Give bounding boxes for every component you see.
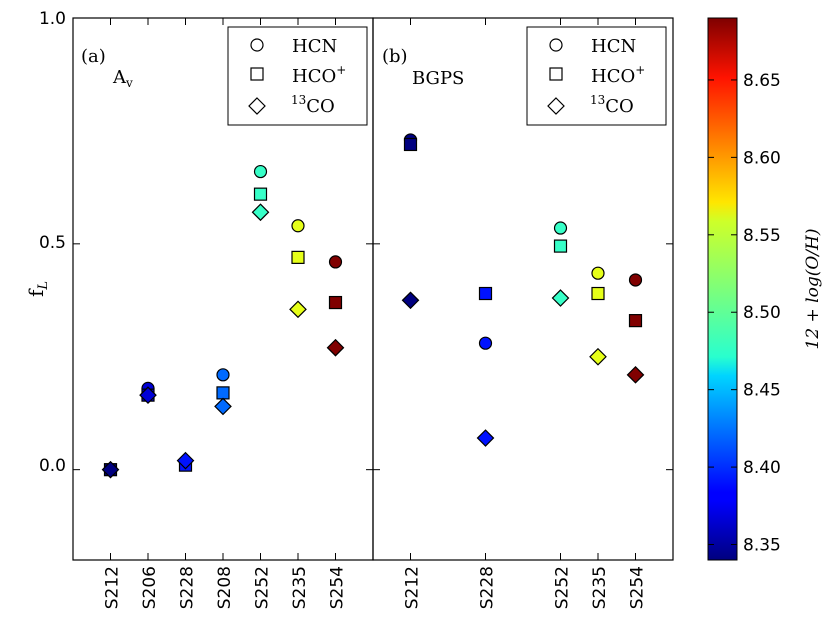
co13-marker [589,347,607,366]
hcn-marker [628,273,643,287]
panel-b-tracer: BGPS [412,68,464,89]
co13-marker [626,365,645,384]
co13-marker [251,203,270,222]
hco-marker [591,286,605,301]
hco-marker [253,187,268,201]
hcn-marker [591,266,605,280]
hco-marker [328,295,343,310]
x-tick-label: S228 [478,566,498,609]
hco-marker [216,386,230,400]
co13-marker [289,300,307,319]
colorbar-ticks: 8.35 8.40 8.45 8.50 8.55 8.60 8.65 [708,71,781,556]
legend-circle-marker [250,38,264,52]
co13-marker [476,429,495,447]
hcn-marker [328,255,343,269]
colorbar-label: 12 + log(O/H) [803,229,823,350]
co13-marker [139,386,157,404]
legend-label-hco: HCO+ [591,63,645,87]
panel-a-tracer: Av [112,67,133,90]
colorbar [707,17,738,561]
x-tick-label: S254 [628,566,648,609]
data-markers [101,133,645,479]
colorbar-tick-label: 8.35 [743,536,781,556]
colorbar-tick-label: 8.55 [743,226,781,246]
tick-marks [73,17,673,560]
x-tick-label: S252 [253,566,273,609]
colorbar-tick-label: 8.45 [743,381,781,401]
x-tick-label: S212 [403,566,423,609]
legend-square-marker [549,67,563,81]
co13-marker [101,460,120,479]
legend-label-13co: 13CO [291,93,335,117]
hcn-marker [291,219,305,233]
legend-label-hco: HCO+ [292,63,346,87]
x-tick-labels: S212 S206 S228 S208 S252 S235 S254 S212 S228 S252… [103,566,648,609]
y-tick-label: 0.0 [39,456,66,476]
colorbar-tick-label: 8.65 [743,71,781,91]
x-tick-label: S212 [103,566,123,609]
x-tick-label: S254 [328,566,348,609]
legend-square-marker [250,67,264,81]
co13-marker [176,451,195,470]
hcn-marker [478,336,493,350]
legend-label-hcn: HCN [591,36,636,57]
panel-a-label: (a) [81,46,106,67]
x-tick-label: S228 [178,566,198,609]
y-tick-label: 1.0 [39,9,66,29]
y-tick-label: 0.5 [39,233,66,253]
legend-diamond-marker [248,97,266,115]
legend-label-13co: 13CO [590,93,634,117]
legend-b: HCN HCO+ 13CO [526,26,667,126]
x-tick-label: S208 [215,566,235,609]
legend-diamond-marker [547,97,565,115]
hco-marker [628,314,643,328]
legend-circle-marker [549,38,563,52]
hcn-marker [253,164,268,179]
x-tick-label: S235 [590,566,610,609]
x-tick-label: S252 [553,566,573,609]
x-tick-label: S235 [290,566,310,609]
co13-marker [401,291,420,310]
legend-a: HCN HCO+ 13CO [227,26,368,126]
colorbar-tick-label: 8.40 [743,458,781,478]
hcn-marker [553,221,568,235]
co13-marker [551,289,570,307]
co13-marker [214,397,232,416]
legend-label-hcn: HCN [292,36,337,57]
hcn-marker [216,368,230,382]
hco-marker [291,250,305,264]
hco-marker [403,137,418,152]
panel-b-label: (b) [382,46,408,67]
x-tick-label: S206 [140,566,160,609]
hco-marker [478,286,493,301]
co13-marker [326,338,345,357]
colorbar-tick-label: 8.50 [743,303,781,323]
panel-b-frame [372,17,674,561]
colorbar-tick-label: 8.60 [743,148,781,168]
y-axis-label: fL [24,281,51,297]
hco-marker [553,239,568,253]
